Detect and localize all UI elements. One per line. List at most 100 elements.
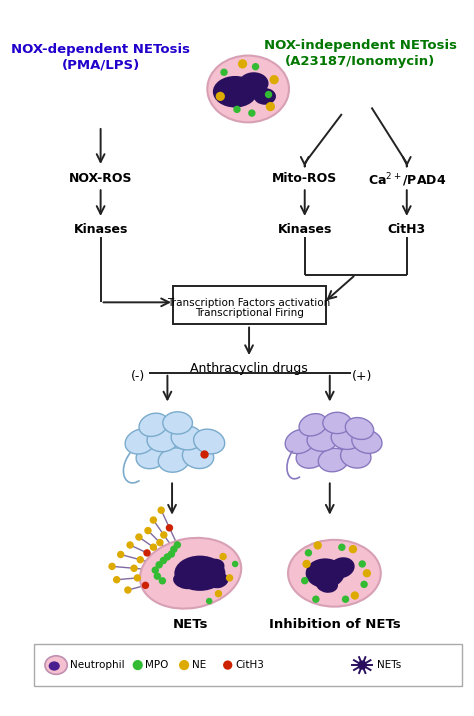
Ellipse shape — [340, 445, 371, 468]
Ellipse shape — [285, 430, 315, 454]
Circle shape — [159, 577, 166, 584]
Circle shape — [156, 539, 164, 546]
Circle shape — [265, 91, 272, 98]
Circle shape — [338, 543, 346, 551]
Ellipse shape — [49, 662, 60, 671]
Circle shape — [142, 581, 149, 589]
Circle shape — [349, 545, 357, 553]
Ellipse shape — [316, 576, 338, 593]
Circle shape — [232, 561, 238, 567]
Text: Transcription Factors activation: Transcription Factors activation — [167, 299, 331, 309]
Ellipse shape — [193, 429, 225, 454]
Ellipse shape — [318, 448, 349, 472]
Circle shape — [164, 553, 171, 561]
Circle shape — [201, 450, 209, 459]
Circle shape — [216, 92, 225, 101]
Ellipse shape — [323, 412, 352, 434]
Circle shape — [238, 59, 247, 69]
Circle shape — [170, 546, 178, 553]
Circle shape — [173, 541, 181, 548]
Ellipse shape — [207, 56, 289, 122]
Text: CitH3: CitH3 — [388, 223, 426, 236]
Text: Ca$^{2+}$/PAD4: Ca$^{2+}$/PAD4 — [368, 172, 446, 189]
Text: Neutrophil: Neutrophil — [70, 660, 125, 670]
Circle shape — [206, 598, 212, 604]
Text: NE: NE — [191, 660, 206, 670]
Text: (+): (+) — [352, 370, 373, 383]
FancyBboxPatch shape — [34, 644, 462, 686]
FancyBboxPatch shape — [173, 286, 326, 324]
Circle shape — [269, 75, 279, 84]
Circle shape — [155, 561, 163, 569]
Circle shape — [351, 591, 359, 600]
Circle shape — [133, 660, 143, 670]
Ellipse shape — [182, 444, 214, 468]
Text: Anthracyclin drugs: Anthracyclin drugs — [190, 362, 308, 374]
Ellipse shape — [299, 414, 327, 436]
Ellipse shape — [140, 538, 241, 609]
Circle shape — [135, 533, 143, 541]
Text: NOX-independent NETosis
(A23187/Ionomycin): NOX-independent NETosis (A23187/Ionomyci… — [264, 39, 457, 68]
Circle shape — [248, 110, 255, 117]
Circle shape — [220, 69, 228, 76]
Circle shape — [312, 596, 319, 603]
Circle shape — [266, 102, 275, 111]
Circle shape — [305, 549, 312, 556]
Ellipse shape — [213, 76, 257, 107]
Circle shape — [144, 527, 152, 534]
Circle shape — [160, 531, 167, 538]
Ellipse shape — [352, 430, 382, 453]
Ellipse shape — [125, 429, 156, 454]
Text: CitH3: CitH3 — [235, 660, 264, 670]
Ellipse shape — [136, 444, 167, 469]
Text: NOX-dependent NETosis
(PMA/LPS): NOX-dependent NETosis (PMA/LPS) — [11, 42, 190, 72]
Circle shape — [117, 551, 124, 558]
Circle shape — [302, 560, 311, 568]
Ellipse shape — [254, 88, 276, 105]
Text: NETs: NETs — [377, 660, 401, 670]
Text: Inhibition of NETs: Inhibition of NETs — [269, 618, 400, 631]
Ellipse shape — [163, 412, 192, 434]
Circle shape — [166, 524, 173, 531]
Circle shape — [358, 560, 366, 568]
Circle shape — [134, 574, 141, 581]
Circle shape — [233, 106, 241, 113]
Ellipse shape — [296, 445, 326, 468]
Circle shape — [226, 574, 233, 581]
Circle shape — [109, 563, 116, 570]
Text: Kinases: Kinases — [73, 223, 128, 236]
Circle shape — [113, 576, 120, 584]
Circle shape — [154, 572, 161, 580]
Circle shape — [357, 660, 367, 669]
Circle shape — [168, 551, 175, 558]
Ellipse shape — [198, 558, 225, 579]
Circle shape — [363, 569, 371, 577]
Ellipse shape — [329, 557, 355, 578]
Ellipse shape — [209, 573, 228, 589]
Ellipse shape — [331, 426, 362, 450]
Ellipse shape — [171, 426, 203, 450]
Circle shape — [252, 63, 259, 70]
Ellipse shape — [139, 413, 168, 437]
Ellipse shape — [147, 427, 179, 452]
Text: (-): (-) — [131, 370, 145, 383]
Circle shape — [313, 541, 322, 550]
Text: Mito-ROS: Mito-ROS — [272, 172, 337, 185]
Circle shape — [223, 660, 232, 669]
Ellipse shape — [307, 428, 337, 451]
Circle shape — [219, 553, 227, 560]
Circle shape — [301, 577, 309, 584]
Circle shape — [360, 581, 368, 588]
Circle shape — [342, 596, 349, 603]
Text: NETs: NETs — [173, 618, 209, 631]
Ellipse shape — [45, 656, 67, 674]
Text: MPO: MPO — [145, 660, 169, 670]
Circle shape — [150, 543, 157, 551]
Circle shape — [130, 565, 138, 572]
Text: Transcriptional Firing: Transcriptional Firing — [195, 309, 303, 319]
Text: NOX-ROS: NOX-ROS — [69, 172, 132, 185]
Circle shape — [150, 516, 157, 523]
Circle shape — [137, 556, 144, 563]
Circle shape — [215, 590, 222, 597]
Ellipse shape — [174, 556, 226, 591]
